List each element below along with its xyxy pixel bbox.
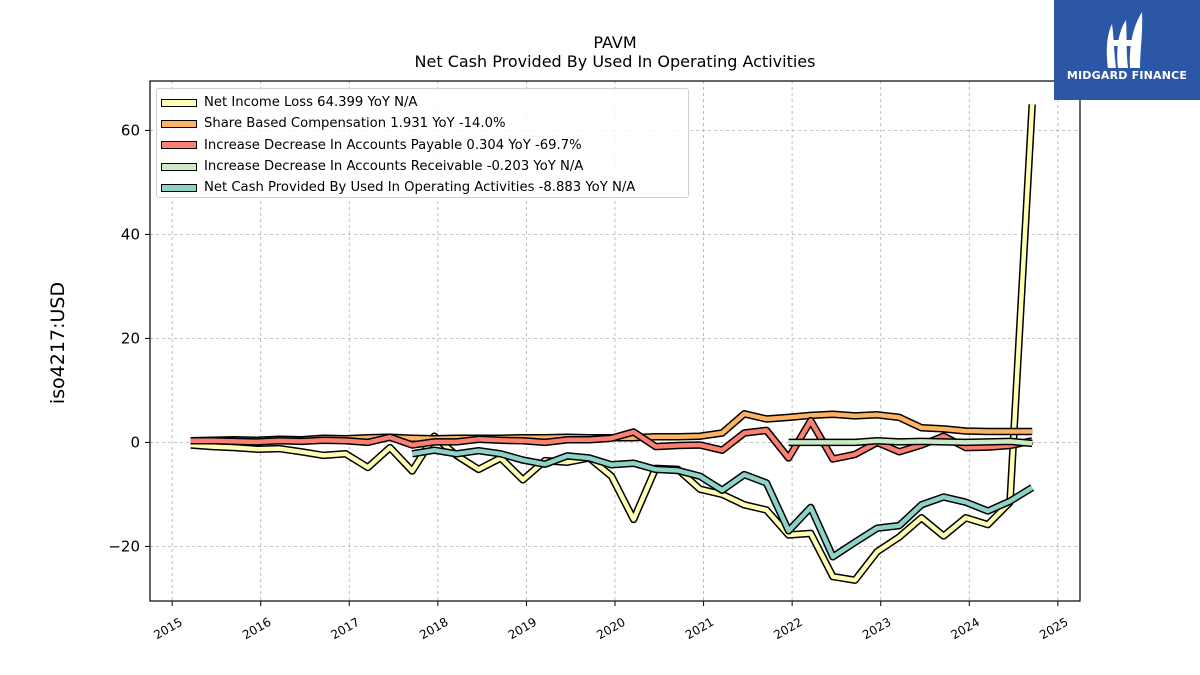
- series-layer: [190, 104, 1036, 584]
- y-tick-label: 60: [121, 121, 140, 139]
- legend-item-accounts-receivable: Increase Decrease In Accounts Receivable…: [157, 156, 688, 177]
- legend-item-share-based-compensation: Share Based Compensation 1.931 YoY -14.0…: [157, 113, 688, 134]
- x-tick-label: 2018: [417, 615, 450, 642]
- legend-label-accounts-payable: Increase Decrease In Accounts Payable 0.…: [204, 137, 582, 153]
- legend-swatch-share-based-compensation: [161, 119, 197, 128]
- x-tick-label: 2021: [683, 615, 716, 642]
- x-tick-label: 2022: [771, 615, 804, 642]
- x-tick-label: 2016: [240, 615, 273, 642]
- x-tick-label: 2024: [949, 615, 982, 642]
- series-3: [788, 437, 1033, 448]
- series-4: [411, 446, 1035, 561]
- legend-item-net-income-loss: Net Income Loss 64.399 YoY N/A: [157, 92, 688, 113]
- x-tick-label: 2017: [329, 615, 362, 642]
- x-tick-label: 2023: [860, 615, 893, 642]
- legend-swatch-accounts-receivable: [161, 162, 197, 171]
- legend-swatch-accounts-payable: [161, 141, 197, 150]
- y-tick-label: 0: [130, 433, 140, 451]
- y-tick-label: 20: [121, 329, 140, 347]
- x-tick-label: 2025: [1037, 615, 1070, 642]
- chart-title: PAVM: [593, 33, 637, 52]
- legend-label-accounts-receivable: Increase Decrease In Accounts Receivable…: [204, 159, 584, 175]
- logo-mark-icon: [1106, 12, 1143, 68]
- legend-label-net-cash-operating: Net Cash Provided By Used In Operating A…: [204, 180, 636, 196]
- y-tick-label: 40: [121, 225, 140, 243]
- y-axis-label: iso4217:USD: [47, 281, 69, 405]
- legend: Net Income Loss 64.399 YoY N/A Share Bas…: [156, 88, 689, 198]
- x-tick-label: 2019: [506, 615, 539, 642]
- legend-label-net-income-loss: Net Income Loss 64.399 YoY N/A: [204, 95, 418, 111]
- legend-swatch-net-income-loss: [161, 98, 197, 107]
- legend-item-net-cash-operating: Net Cash Provided By Used In Operating A…: [157, 177, 688, 198]
- y-axis-ticks: −20 0 20 40 60: [108, 121, 150, 555]
- x-axis-ticks: 2015 2016 2017 2018 2019 2020 2021 2022 2023 2024…: [151, 601, 1071, 642]
- logo-text: MIDGARD FINANCE: [1066, 69, 1188, 82]
- x-tick-label: 2015: [151, 615, 184, 642]
- legend-swatch-net-cash-operating: [161, 183, 197, 192]
- brand-logo: MIDGARD FINANCE: [1054, 0, 1200, 100]
- series-2: [190, 416, 1033, 463]
- legend-item-accounts-payable: Increase Decrease In Accounts Payable 0.…: [157, 135, 688, 156]
- series-0: [190, 104, 1036, 584]
- y-tick-label: −20: [108, 537, 140, 555]
- chart-subtitle: Net Cash Provided By Used In Operating A…: [414, 52, 816, 71]
- legend-label-share-based-compensation: Share Based Compensation 1.931 YoY -14.0…: [204, 116, 506, 132]
- x-tick-label: 2020: [594, 615, 627, 642]
- series-line: [788, 438, 1033, 446]
